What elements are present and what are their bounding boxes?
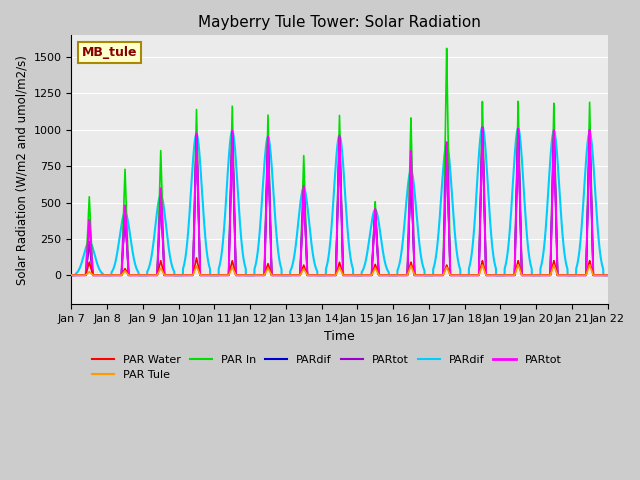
Title: Mayberry Tule Tower: Solar Radiation: Mayberry Tule Tower: Solar Radiation [198,15,481,30]
Y-axis label: Solar Radiation (W/m2 and umol/m2/s): Solar Radiation (W/m2 and umol/m2/s) [15,55,28,285]
Legend: PAR Water, PAR Tule, PAR In, PARdif, PARtot, PARdif, PARtot: PAR Water, PAR Tule, PAR In, PARdif, PAR… [88,350,566,385]
Text: MB_tule: MB_tule [82,46,138,59]
X-axis label: Time: Time [324,330,355,343]
